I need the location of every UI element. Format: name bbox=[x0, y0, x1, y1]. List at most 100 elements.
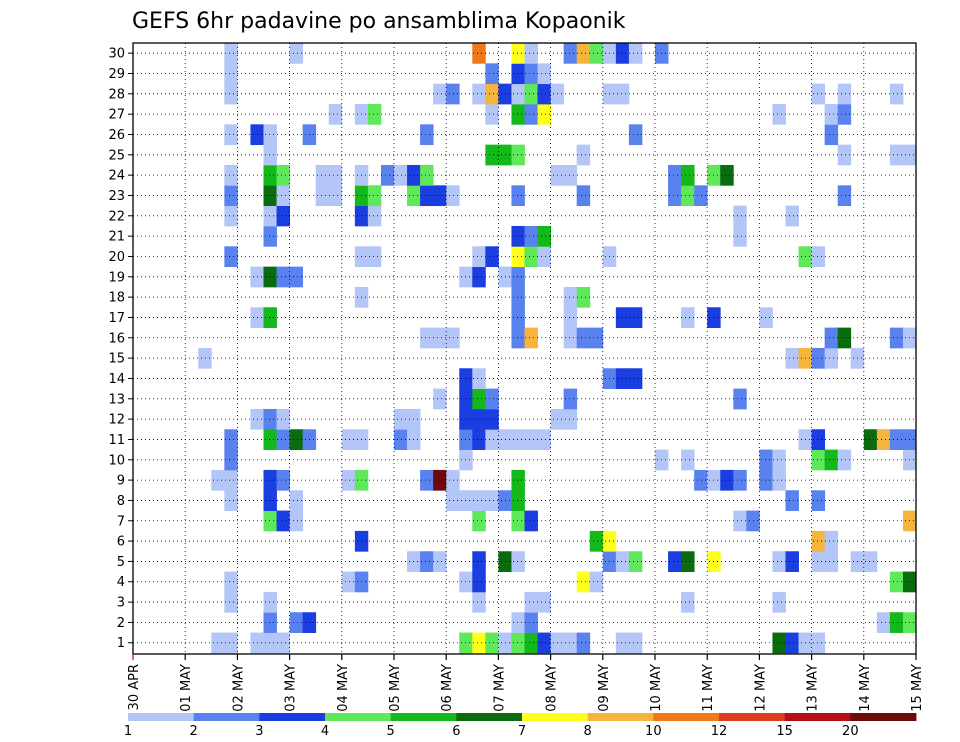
heatmap-cell bbox=[263, 164, 277, 186]
y-tick-label: 28 bbox=[108, 87, 125, 102]
heatmap-cell bbox=[367, 103, 382, 125]
plot-frame bbox=[132, 42, 917, 655]
heatmap-cell bbox=[576, 43, 591, 64]
heatmap-cell bbox=[224, 246, 238, 268]
heatmap-cell bbox=[681, 591, 695, 613]
legend-label: 5 bbox=[387, 724, 395, 739]
heatmap-cell bbox=[811, 490, 826, 511]
heatmap-cell bbox=[733, 225, 747, 247]
heatmap-cell bbox=[589, 530, 604, 552]
y-tick-label: 16 bbox=[108, 331, 125, 346]
heatmap-cell bbox=[224, 571, 238, 593]
legend-label: 8 bbox=[584, 724, 592, 739]
heatmap-cell bbox=[576, 327, 591, 349]
heatmap-cell bbox=[863, 429, 878, 450]
heatmap-cell bbox=[472, 266, 486, 288]
heatmap-cell bbox=[263, 185, 277, 207]
heatmap-cell bbox=[576, 144, 591, 166]
heatmap-cell bbox=[615, 83, 630, 105]
x-tick-label: 01 MAY bbox=[179, 664, 194, 712]
x-tick-label: 15 MAY bbox=[910, 664, 925, 712]
heatmap-cell bbox=[433, 551, 447, 572]
heatmap-cell bbox=[824, 530, 839, 552]
heatmap-cell bbox=[263, 124, 277, 146]
heatmap-cell bbox=[263, 591, 277, 613]
heatmap-cell bbox=[485, 63, 499, 85]
legend-swatch bbox=[259, 713, 326, 721]
heatmap-cell bbox=[328, 103, 343, 125]
y-tick-label: 10 bbox=[108, 453, 125, 468]
heatmap-cell bbox=[511, 510, 525, 532]
heatmap-cell bbox=[485, 408, 499, 430]
heatmap-cell bbox=[472, 510, 486, 532]
heatmap-cell bbox=[485, 632, 499, 654]
heatmap-cell bbox=[224, 591, 238, 613]
heatmap-cell bbox=[341, 469, 356, 491]
x-tick-label: 12 MAY bbox=[753, 664, 768, 712]
heatmap-cell bbox=[563, 307, 578, 329]
heatmap-cell bbox=[824, 449, 839, 471]
heatmap-cell bbox=[889, 83, 904, 105]
heatmap-cell bbox=[394, 408, 408, 430]
heatmap-cell bbox=[433, 185, 447, 207]
y-tick-label: 25 bbox=[108, 148, 125, 163]
legend-swatch bbox=[784, 713, 851, 721]
heatmap-cell bbox=[615, 551, 630, 572]
heatmap-cell bbox=[811, 632, 826, 654]
x-tick-label: 05 MAY bbox=[388, 664, 403, 712]
heatmap-cell bbox=[511, 612, 525, 633]
heatmap-cell bbox=[537, 591, 551, 613]
heatmap-cell bbox=[224, 43, 238, 64]
legend-swatch bbox=[522, 713, 589, 721]
heatmap-cell bbox=[511, 327, 525, 349]
y-tick-label: 4 bbox=[117, 575, 125, 590]
chart-title: GEFS 6hr padavine po ansamblima Kopaonik bbox=[132, 9, 626, 34]
heatmap-cell bbox=[889, 144, 904, 166]
heatmap-cell bbox=[628, 551, 643, 572]
legend-swatch bbox=[128, 713, 195, 721]
y-tick-label: 5 bbox=[117, 555, 125, 570]
heatmap-cell bbox=[420, 185, 434, 207]
heatmap-cell bbox=[263, 307, 277, 329]
heatmap-cell bbox=[889, 429, 904, 450]
heatmap-cell bbox=[472, 368, 486, 390]
y-tick-label: 8 bbox=[117, 494, 125, 509]
heatmap-cell bbox=[824, 551, 839, 572]
heatmap-cell bbox=[785, 632, 799, 654]
heatmap-cell bbox=[511, 307, 525, 329]
heatmap-cell bbox=[472, 571, 486, 593]
heatmap-cell bbox=[837, 144, 852, 166]
heatmap-cell bbox=[628, 368, 643, 390]
heatmap-cell bbox=[694, 185, 708, 207]
heatmap-cell bbox=[589, 327, 604, 349]
heatmap-cell bbox=[485, 388, 499, 410]
heatmap-cell bbox=[733, 205, 747, 227]
heatmap-cell bbox=[811, 347, 826, 369]
heatmap-cell bbox=[394, 164, 408, 186]
heatmap-cell bbox=[511, 469, 525, 491]
heatmap-cell bbox=[733, 388, 747, 410]
y-tick-label: 1 bbox=[117, 636, 125, 651]
heatmap-cell bbox=[420, 124, 434, 146]
y-tick-label: 18 bbox=[108, 291, 125, 306]
heatmap-cell bbox=[472, 43, 486, 64]
heatmap-cell bbox=[863, 551, 878, 572]
heatmap-cell bbox=[811, 429, 826, 450]
heatmap-cell bbox=[537, 63, 551, 85]
heatmap-cell bbox=[537, 103, 551, 125]
heatmap-cell bbox=[524, 327, 538, 349]
heatmap-cell bbox=[420, 469, 434, 491]
x-tick-label: 30 APR bbox=[127, 664, 142, 710]
heatmap-cell bbox=[341, 571, 356, 593]
heatmap-cell bbox=[380, 164, 395, 186]
heatmap-cell bbox=[289, 429, 304, 450]
heatmap-cell bbox=[537, 225, 551, 247]
x-tick-label: 04 MAY bbox=[336, 664, 351, 712]
heatmap-cell bbox=[224, 449, 238, 471]
heatmap-cell bbox=[668, 164, 682, 186]
heatmap-cell bbox=[511, 490, 525, 511]
heatmap-cell bbox=[668, 185, 682, 207]
legend-label: 12 bbox=[711, 724, 728, 739]
heatmap-cell bbox=[263, 429, 277, 450]
